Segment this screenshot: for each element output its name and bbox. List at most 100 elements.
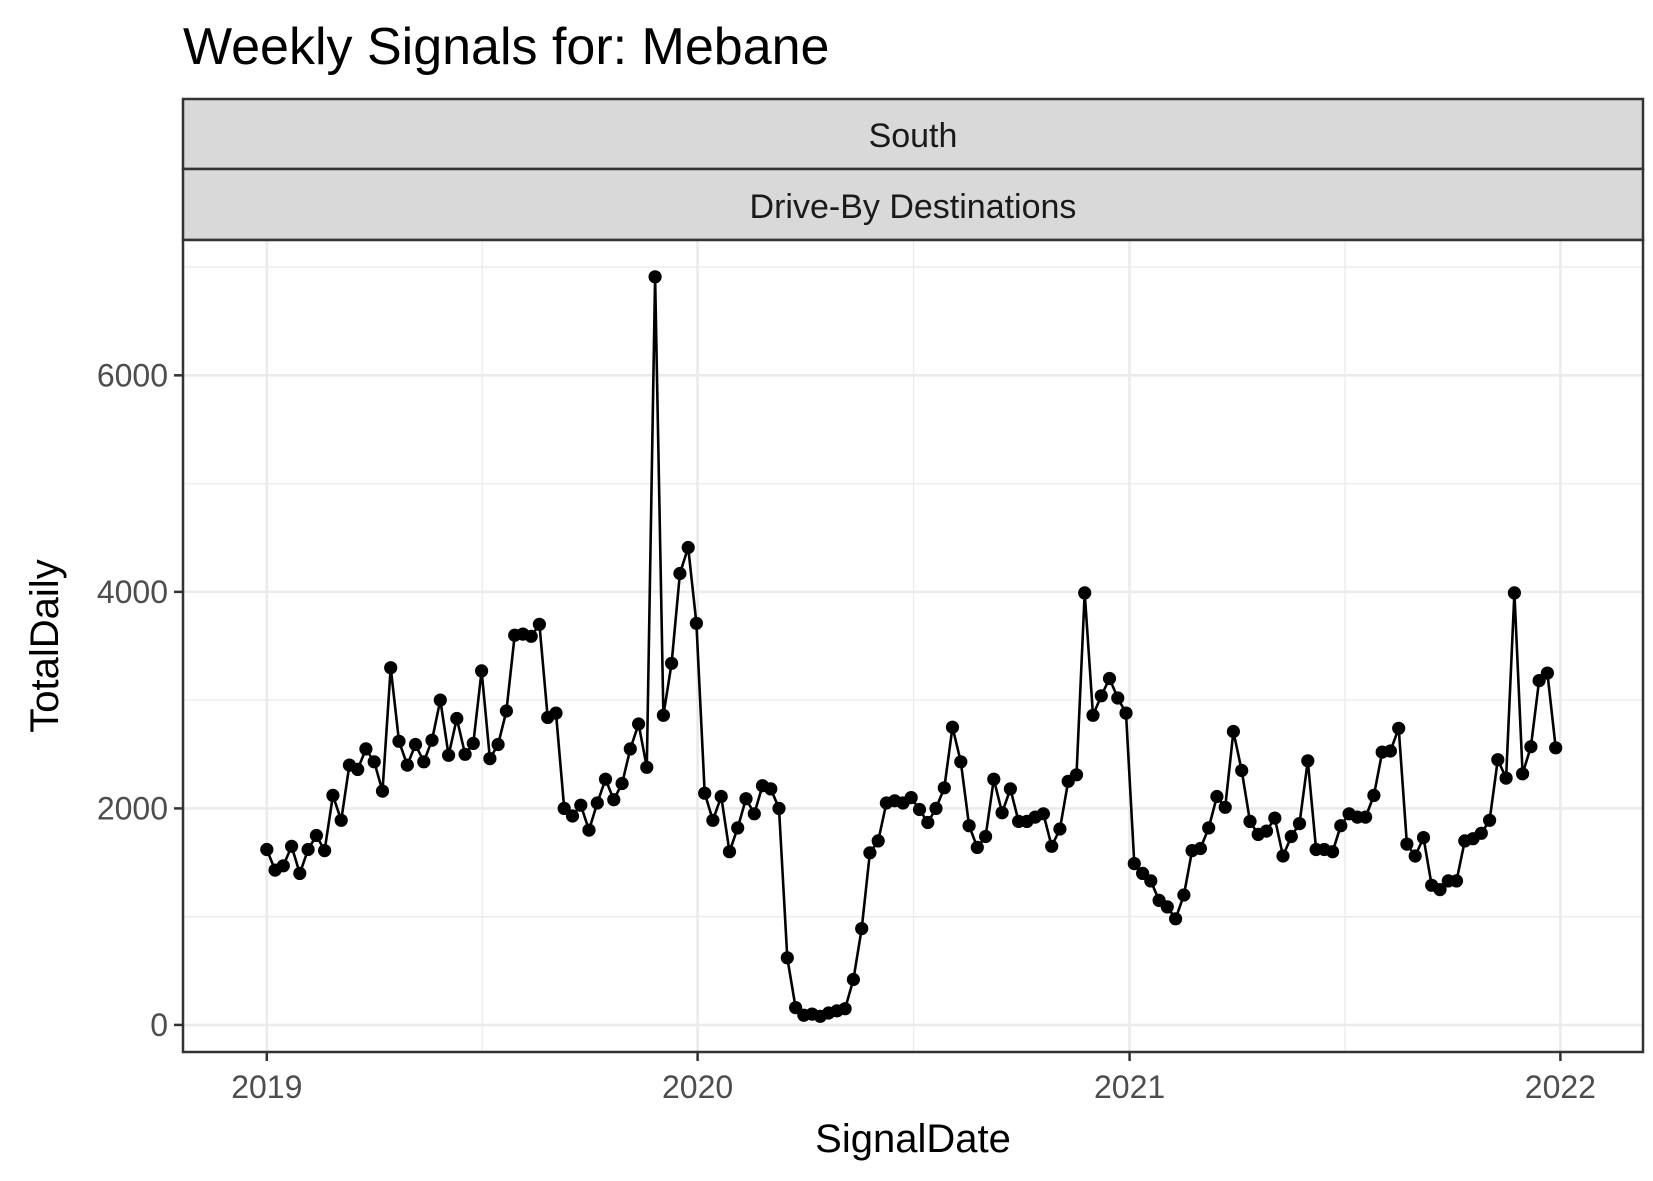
- data-point: [1400, 837, 1414, 851]
- data-point: [863, 846, 877, 860]
- data-point: [351, 762, 365, 777]
- y-tick-label: 2000: [97, 790, 168, 826]
- data-point: [1086, 708, 1100, 722]
- data-point: [1383, 744, 1397, 758]
- data-point: [1243, 814, 1257, 829]
- data-point: [681, 540, 695, 555]
- data-point: [359, 742, 373, 756]
- data-point: [747, 807, 761, 821]
- data-point: [1226, 724, 1240, 739]
- data-point: [929, 801, 943, 816]
- data-point: [458, 747, 472, 761]
- data-point: [499, 704, 513, 718]
- data-point: [780, 951, 794, 965]
- plot-panel-border: [181, 238, 1645, 1054]
- data-point: [549, 706, 563, 720]
- data-point: [987, 772, 1001, 786]
- x-axis-title: SignalDate: [815, 1117, 1011, 1161]
- y-tick-label: 6000: [97, 357, 168, 393]
- chart-title: Weekly Signals for: Mebane: [183, 18, 829, 76]
- data-point: [615, 776, 629, 791]
- data-point: [301, 842, 315, 857]
- data-point: [1094, 689, 1108, 703]
- x-tick-label: 2020: [662, 1069, 733, 1105]
- data-point: [632, 717, 646, 731]
- data-point: [1284, 829, 1298, 844]
- data-point: [937, 781, 951, 795]
- data-point: [1036, 807, 1050, 821]
- data-point: [1003, 782, 1018, 796]
- data-point: [1144, 874, 1158, 888]
- data-point: [425, 733, 439, 747]
- data-point: [408, 737, 423, 752]
- data-point: [524, 629, 538, 643]
- data-point: [417, 755, 431, 769]
- data-series: [260, 270, 1563, 1023]
- data-point: [565, 809, 580, 823]
- data-point: [855, 922, 869, 936]
- data-point: [318, 844, 332, 858]
- data-point: [1334, 819, 1348, 833]
- data-point: [772, 801, 786, 816]
- data-point: [1392, 721, 1406, 735]
- data-point: [698, 786, 712, 800]
- data-point: [722, 845, 737, 859]
- data-point: [648, 270, 662, 284]
- data-point: [1549, 741, 1563, 755]
- data-point: [954, 755, 968, 769]
- facet-strip-label-category: Drive-By Destinations: [750, 188, 1077, 226]
- data-point: [838, 1002, 852, 1016]
- data-point: [1507, 586, 1521, 600]
- data-point: [673, 566, 687, 581]
- data-point: [1218, 800, 1232, 814]
- data-point: [1408, 849, 1422, 863]
- data-point: [714, 789, 728, 804]
- data-point: [1516, 767, 1530, 781]
- data-point: [1259, 824, 1274, 838]
- data-point: [582, 823, 596, 837]
- data-point: [731, 821, 745, 835]
- data-point: [921, 815, 935, 830]
- data-point: [1491, 753, 1505, 767]
- facet-strip-label-region: South: [869, 117, 958, 155]
- data-point: [739, 792, 753, 806]
- data-point: [483, 752, 497, 766]
- data-point: [1078, 586, 1092, 600]
- data-point: [1045, 839, 1059, 853]
- data-point: [1474, 826, 1488, 840]
- data-point: [433, 693, 447, 707]
- facet-strip-2: Drive-By Destinations: [181, 167, 1645, 242]
- data-point: [574, 798, 588, 812]
- data-point: [442, 748, 456, 762]
- data-point: [375, 784, 390, 798]
- data-point: [1202, 821, 1216, 835]
- data-point: [1210, 789, 1224, 804]
- data-point: [400, 758, 414, 772]
- data-point: [904, 791, 918, 805]
- data-point: [1416, 831, 1431, 845]
- axes: 0 2000 4000 6000 2019 2020 2021 2022: [97, 357, 1596, 1105]
- data-point: [1268, 811, 1282, 825]
- data-point: [656, 708, 671, 722]
- data-point: [1449, 874, 1464, 888]
- data-point: [1193, 841, 1207, 856]
- data-point: [491, 737, 505, 752]
- y-tick-label: 0: [150, 1007, 168, 1043]
- data-point: [285, 839, 299, 853]
- data-point: [1326, 845, 1340, 859]
- data-point: [260, 842, 274, 857]
- data-point: [1301, 754, 1315, 768]
- data-point: [1433, 883, 1447, 897]
- data-point: [1160, 900, 1174, 914]
- data-point: [334, 813, 348, 827]
- data-point: [706, 813, 720, 827]
- data-point: [1069, 768, 1084, 782]
- data-point: [1102, 671, 1117, 686]
- data-point: [1483, 813, 1497, 827]
- data-point: [1169, 912, 1183, 926]
- data-point: [689, 616, 704, 630]
- data-point: [475, 664, 489, 678]
- data-point: [764, 782, 778, 796]
- y-axis-title: TotalDaily: [23, 559, 67, 732]
